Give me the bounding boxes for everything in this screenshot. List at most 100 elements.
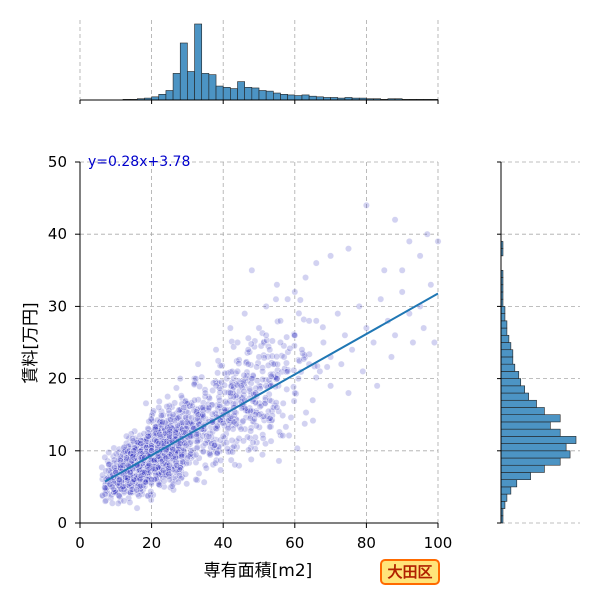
scatter-point (150, 407, 157, 415)
scatter-point (206, 451, 214, 459)
scatter-point (233, 357, 241, 365)
scatter-point (227, 456, 235, 464)
scatter-point (167, 450, 175, 457)
scatter-point (216, 388, 224, 396)
scatter-point (198, 373, 206, 381)
scatter-point (316, 367, 324, 375)
scatter-point (301, 353, 309, 361)
right-hist-bar (500, 501, 506, 509)
top-hist-bar (251, 87, 260, 101)
scatter-point (246, 414, 254, 422)
scatter-point (105, 449, 113, 456)
scatter-point (164, 393, 172, 401)
scatter-point (166, 427, 174, 435)
scatter-point (246, 385, 254, 393)
scatter-point (105, 461, 113, 469)
scatter-point (200, 478, 208, 486)
scatter-point (117, 464, 124, 472)
scatter-point (284, 367, 292, 375)
right-hist-bar (500, 464, 545, 473)
scatter-point (244, 334, 252, 342)
scatter-point (101, 497, 109, 505)
scatter-point (219, 419, 227, 427)
scatter-point (373, 382, 381, 390)
scatter-point (168, 482, 176, 490)
scatter-point (180, 404, 188, 411)
right-hist-bar (500, 306, 506, 314)
scatter-point (144, 492, 152, 500)
right-hist-bar (500, 385, 525, 394)
scatter-point (320, 339, 327, 346)
scatter-point (158, 408, 165, 415)
scatter-point (266, 346, 274, 354)
scatter-point (212, 425, 220, 433)
scatter-point (247, 456, 255, 463)
scatter-point (158, 418, 166, 426)
scatter-point (251, 445, 259, 453)
scatter-point (348, 346, 356, 354)
scatter-point (205, 432, 213, 440)
y-tick-label: 50 (48, 153, 67, 171)
scatter-point (192, 451, 200, 459)
scatter-point (362, 324, 370, 332)
scatter-point (221, 389, 229, 396)
scatter-point (253, 422, 260, 430)
scatter-point (268, 337, 276, 345)
scatter-point (120, 443, 128, 451)
scatter-point (101, 490, 109, 498)
scatter-point (156, 481, 164, 489)
scatter-point (130, 447, 138, 455)
scatter-point (128, 478, 136, 486)
scatter-point (380, 266, 388, 274)
scatter-point (370, 339, 377, 346)
scatter-point (114, 479, 121, 487)
scatter-point (202, 464, 210, 472)
scatter-point (166, 476, 173, 483)
scatter-point (312, 374, 320, 381)
scatter-point (212, 382, 220, 390)
scatter-point (247, 427, 255, 435)
scatter-point (294, 375, 302, 382)
scatter-point (170, 486, 177, 494)
scatter-point (151, 425, 159, 433)
right-hist-bar (500, 378, 522, 387)
scatter-point (155, 440, 163, 447)
y-tick-label: 30 (48, 297, 67, 315)
scatter-point (119, 461, 127, 469)
scatter-point (284, 348, 292, 356)
scatter-point (391, 331, 399, 339)
scatter-point (341, 331, 349, 339)
scatter-point (194, 396, 202, 404)
scatter-point (263, 336, 271, 344)
scatter-point (247, 444, 255, 451)
scatter-point (259, 434, 267, 442)
right-hist-bar (500, 457, 561, 466)
scatter-point (206, 394, 213, 402)
scatter-point (272, 295, 280, 303)
scatter-point (144, 432, 152, 440)
x-tick-label: 80 (357, 534, 376, 552)
scatter-point (216, 396, 224, 404)
scatter-point (291, 288, 299, 296)
scatter-point (183, 460, 190, 467)
scatter-point (160, 477, 168, 485)
scatter-point (163, 429, 171, 437)
scatter-point (154, 426, 162, 434)
scatter-point (144, 429, 152, 437)
scatter-point (144, 466, 152, 474)
scatter-point (237, 382, 245, 390)
scatter-point (218, 362, 226, 370)
scatter-point (246, 348, 253, 356)
scatter-point (226, 389, 234, 397)
top-hist-bar (172, 73, 181, 101)
scatter-point (176, 375, 184, 382)
scatter-point (398, 288, 406, 296)
right-hist-bar (500, 436, 577, 444)
scatter-point (147, 415, 155, 423)
regression-line (104, 292, 439, 483)
right-hist-bar (500, 334, 510, 343)
scatter-point (193, 433, 201, 440)
scatter-point (98, 463, 106, 471)
scatter-point (182, 404, 190, 412)
scatter-point (166, 461, 173, 469)
